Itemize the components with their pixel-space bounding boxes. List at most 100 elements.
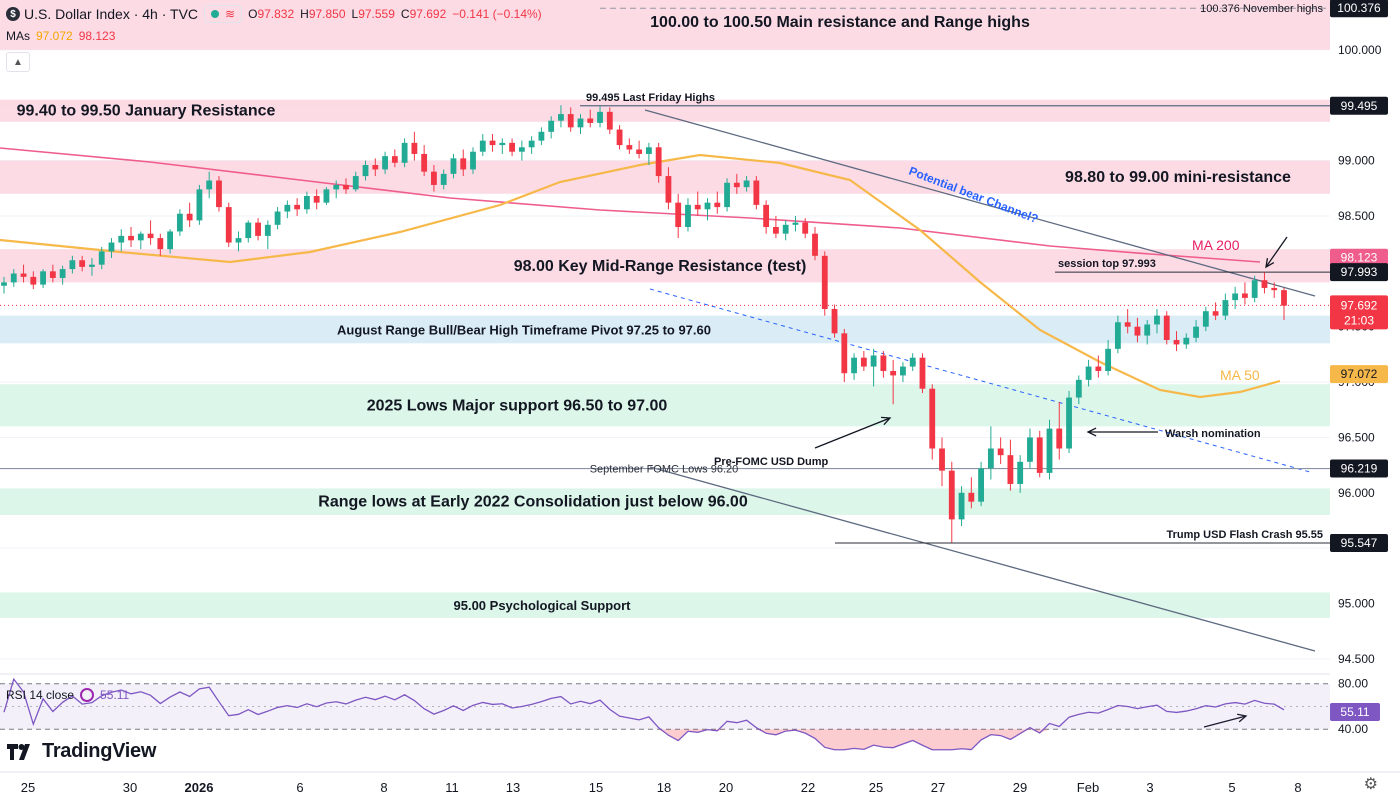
candle [538, 127, 545, 146]
candle-body [352, 176, 359, 190]
zone-resistance [0, 249, 1330, 283]
candle [450, 153, 457, 179]
x-tick-label: 18 [657, 780, 671, 795]
x-tick-label: 8 [1294, 780, 1301, 795]
candle-body [176, 213, 183, 232]
candle-body [245, 222, 252, 239]
candle [69, 255, 76, 274]
last-price-value: 97.692 [1341, 298, 1378, 312]
candle-body [948, 470, 955, 520]
arrow-shaft [1203, 715, 1247, 728]
candle [382, 151, 388, 174]
candle-body [421, 153, 428, 172]
ma50-annotation: MA 50 [1220, 367, 1260, 383]
zone-label: 98.80 to 99.00 mini-resistance [1065, 169, 1291, 186]
y-tick-label: 100.000 [1338, 43, 1382, 57]
chevron-up-icon[interactable]: ▲ [6, 52, 30, 72]
candle [616, 125, 623, 150]
bear-channel-lower-line [649, 466, 1316, 652]
zone-label: 2025 Lows Major support 96.50 to 97.00 [367, 397, 668, 414]
candle [303, 191, 310, 214]
candle-body [108, 242, 115, 252]
rsi-tag-bg [1330, 703, 1380, 722]
candle-body [274, 211, 281, 225]
candle-body [597, 111, 603, 123]
zone-label: 99.40 to 99.50 January Resistance [17, 103, 276, 120]
candle-body [626, 145, 633, 150]
x-tick-label: 2026 [185, 780, 214, 795]
warsh-annotation: Warsh nomination [1165, 428, 1261, 440]
candle [421, 145, 428, 177]
candle [1, 276, 7, 294]
candle [40, 269, 46, 288]
candle [694, 191, 701, 216]
candle [987, 426, 994, 480]
candle [1085, 359, 1092, 387]
candle-body [10, 273, 17, 283]
price-label: 97.993 [1330, 263, 1388, 282]
arrow-head [1265, 258, 1275, 269]
candle [733, 173, 740, 194]
candle-body [186, 213, 193, 221]
candle [98, 246, 105, 270]
candle [489, 134, 496, 152]
candle [860, 351, 867, 371]
rsi-value-tag: 55.11 [1330, 703, 1380, 722]
rsi-settings-icon[interactable] [80, 688, 95, 702]
candle [518, 140, 525, 161]
candle-body [118, 235, 125, 243]
rsi-arrow [1203, 713, 1248, 728]
candle [1271, 282, 1278, 298]
candle-body [1251, 280, 1258, 298]
price-label: 98.123 [1330, 248, 1388, 267]
symbol-title[interactable]: U.S. Dollar Index · 4h · TVC [24, 6, 199, 22]
candle [636, 140, 643, 159]
candle [401, 138, 408, 168]
candle-body [1144, 324, 1151, 336]
rsi-line [3, 677, 1285, 751]
rsi-legend[interactable]: RSI 14 close 55.11 [6, 688, 129, 702]
ma200-annotation: MA 200 [1192, 237, 1240, 253]
y-tick-label: 96.500 [1338, 430, 1375, 444]
market-status-pill[interactable]: ≋ [204, 5, 243, 23]
pre-fomc-annotation: Pre-FOMC USD Dump [714, 456, 829, 468]
candle-body [978, 468, 985, 502]
arrow-head [880, 416, 892, 426]
candle [577, 114, 584, 134]
candle-body [802, 222, 809, 234]
x-tick-label: 5 [1228, 780, 1235, 795]
candle-body [89, 264, 95, 267]
candle [137, 231, 144, 250]
level-label: session top 97.993 [1058, 258, 1156, 270]
arrow-shaft [814, 417, 891, 449]
candle [841, 328, 848, 383]
candle-body [567, 114, 574, 128]
candle-body [1134, 326, 1141, 336]
candle [147, 220, 154, 245]
candle-body [606, 111, 613, 130]
rsi-tick-label: 80.00 [1338, 677, 1368, 691]
gear-icon[interactable]: ⚙ [1363, 776, 1378, 793]
price-label: 95.547 [1330, 533, 1388, 552]
candle [714, 191, 721, 214]
candle-body [743, 180, 750, 188]
candle-body [470, 151, 476, 170]
candle [460, 149, 467, 177]
candle-body [1261, 280, 1268, 288]
ma50-legend-value: 97.072 [36, 29, 73, 43]
tradingview-logo[interactable]: TradingView [6, 740, 156, 763]
candle-body [79, 260, 86, 267]
candle [1212, 302, 1219, 321]
level-label: September FOMC Lows 96.20 [590, 464, 739, 476]
candle [118, 229, 125, 252]
candle [772, 215, 779, 239]
candle-body [753, 180, 760, 205]
eye-off-icon: ≋ [225, 7, 236, 21]
moving-averages-legend[interactable]: MAs 97.072 98.123 [6, 29, 115, 43]
candle [59, 265, 66, 285]
candle-body [1066, 397, 1072, 449]
last-price-countdown: 21:03 [1344, 313, 1374, 327]
candle-body [919, 357, 926, 389]
candle [675, 193, 682, 239]
